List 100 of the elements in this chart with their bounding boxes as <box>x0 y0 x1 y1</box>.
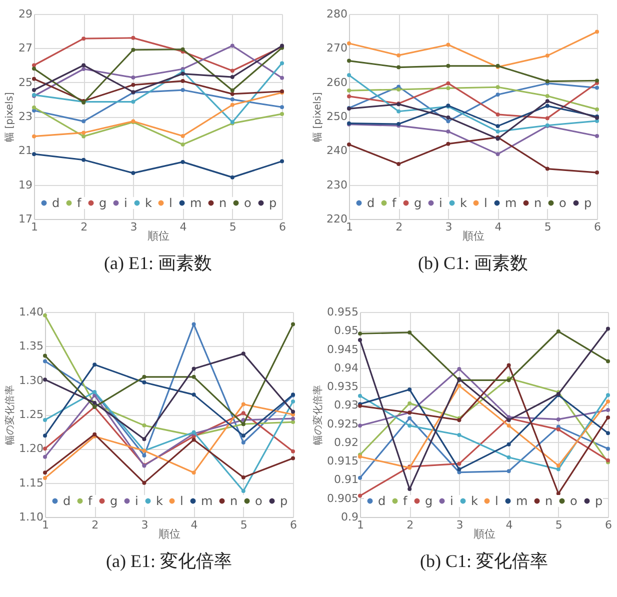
point <box>142 454 146 458</box>
point <box>142 480 146 485</box>
point <box>131 82 136 87</box>
y-tick-label: 0.91 <box>334 473 358 486</box>
y-tick-label: 250 <box>326 110 348 123</box>
point <box>446 64 450 68</box>
point <box>92 362 97 367</box>
point <box>408 424 412 428</box>
x-tick-label: 1 <box>31 220 38 234</box>
text: (a) E1: 画素数 <box>104 253 212 273</box>
y-tick-label: 27 <box>18 42 32 55</box>
legend-label: k <box>471 494 478 508</box>
x-tick-label: 3 <box>130 220 138 234</box>
point <box>291 456 295 460</box>
point <box>180 47 185 52</box>
point <box>545 99 550 104</box>
point <box>496 92 500 97</box>
legend-label: l <box>484 196 488 210</box>
legend-label: n <box>534 196 542 210</box>
point <box>595 170 599 175</box>
point <box>291 322 295 326</box>
point <box>408 416 412 420</box>
x-tick-label: 4 <box>494 220 502 234</box>
point <box>595 134 599 138</box>
y-tick-label: 25 <box>18 76 32 89</box>
point <box>556 467 560 472</box>
legend-label: f <box>392 196 397 210</box>
point <box>230 92 234 96</box>
point <box>142 423 146 428</box>
legend-label: p <box>280 494 288 508</box>
point <box>457 433 462 437</box>
point <box>43 359 47 364</box>
point <box>506 469 511 474</box>
legend-label: n <box>219 196 227 210</box>
point <box>556 427 560 432</box>
y-tick-label: 0.95 <box>334 324 358 338</box>
y-tick-label: 0.955 <box>327 306 358 318</box>
point <box>496 112 500 116</box>
point <box>131 76 136 80</box>
point <box>408 487 412 492</box>
point <box>230 68 234 73</box>
point <box>347 73 351 78</box>
point <box>496 85 500 90</box>
point <box>180 72 185 76</box>
point <box>230 97 234 102</box>
x-tick-label: 6 <box>290 518 297 532</box>
point <box>506 455 511 460</box>
x-tick-label: 6 <box>594 220 601 234</box>
point <box>606 393 610 398</box>
legend-label: i <box>439 196 442 210</box>
point <box>545 116 550 120</box>
point <box>606 399 610 404</box>
point <box>291 400 295 404</box>
x-tick-label: 2 <box>80 220 88 234</box>
legend-label: m <box>201 494 213 508</box>
y-tick-label: 230 <box>326 178 348 192</box>
point <box>43 313 47 318</box>
point <box>396 53 401 58</box>
legend-label: d <box>367 196 375 210</box>
point <box>446 81 450 86</box>
point <box>291 416 295 421</box>
legend-label: d <box>378 494 386 508</box>
point <box>230 88 234 92</box>
point <box>142 437 146 442</box>
legend-label: n <box>545 494 553 508</box>
y-tick-label: 220 <box>326 212 348 226</box>
point <box>82 134 86 138</box>
y-tick-label: 260 <box>326 76 348 89</box>
point <box>396 162 401 166</box>
point <box>280 76 284 80</box>
point <box>358 476 362 480</box>
y-axis-title: 幅 [pixels] <box>4 92 16 142</box>
point <box>446 116 450 120</box>
point <box>131 48 136 52</box>
point <box>358 338 362 342</box>
point <box>606 446 610 451</box>
point <box>506 442 511 446</box>
legend-label: k <box>145 196 152 210</box>
point <box>446 142 450 146</box>
point <box>595 30 599 34</box>
y-tick-label: 23 <box>18 110 32 123</box>
point <box>180 160 185 164</box>
legend-label: i <box>450 494 454 508</box>
legend-label: o <box>559 196 566 210</box>
point <box>291 449 295 454</box>
legend-label: n <box>230 494 238 508</box>
legend-label: p <box>584 196 592 210</box>
point <box>457 384 462 388</box>
point <box>82 130 86 135</box>
point <box>545 54 550 58</box>
y-tick-label: 17 <box>18 212 32 226</box>
x-axis-title: 順位 <box>158 528 180 540</box>
x-tick-label: 6 <box>605 518 612 532</box>
point <box>43 354 47 358</box>
text: (b) C1: 画素数 <box>418 253 528 273</box>
point <box>496 130 500 134</box>
point <box>408 388 412 392</box>
point <box>606 415 610 420</box>
point <box>358 424 362 428</box>
point <box>43 454 47 459</box>
